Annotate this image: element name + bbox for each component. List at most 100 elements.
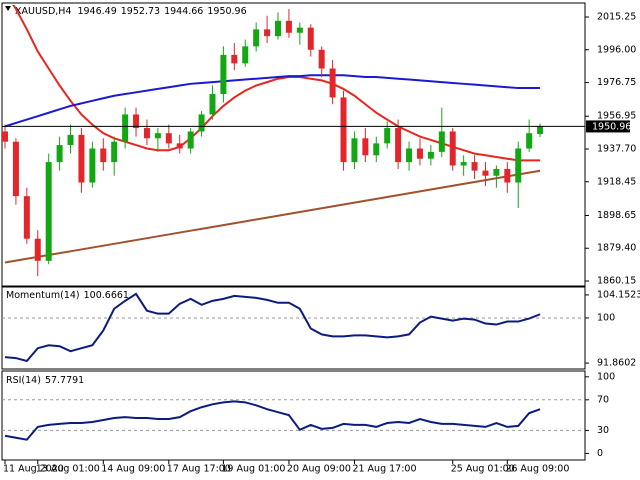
candle-body (67, 134, 74, 146)
indicator-value: 100.6661 (84, 290, 129, 301)
y-tick-label: 2015.25 (597, 12, 636, 23)
candle-body (253, 29, 260, 47)
plot-area (2, 399, 585, 441)
chart-title: XAUUSD,H4 1946.49 1952.73 1944.66 1950.96 (15, 6, 247, 17)
candle-body (340, 97, 347, 163)
x-tick-label: 19 Aug 01:00 (221, 464, 285, 475)
x-tick-label: 13 Aug 01:00 (36, 464, 100, 475)
moving-average (4, 169, 541, 264)
indicator-name: Momentum(14) (6, 290, 80, 301)
candle-body (34, 238, 41, 261)
candle-body (111, 141, 118, 163)
candle-body (56, 145, 63, 163)
candle-body (78, 134, 85, 183)
x-tick-label: 11 Aug 2020 (3, 464, 64, 475)
candle-body (231, 54, 238, 64)
candle-body (198, 114, 205, 132)
candle-body (100, 148, 107, 163)
candle-body (471, 162, 478, 171)
candle-body (23, 196, 30, 239)
last-price-label: 1950.96 (592, 121, 631, 132)
y-tick-label: 104.1523 (597, 289, 640, 300)
candle-body (176, 143, 183, 149)
candle-body (537, 126, 544, 135)
candle-body (460, 162, 467, 166)
y-tick-label: 1937.70 (597, 144, 636, 155)
candle-body (143, 128, 150, 139)
candle-body (307, 27, 314, 50)
candle-body (242, 46, 249, 64)
candle-body (264, 29, 271, 37)
close-value: 1950.96 (207, 6, 246, 17)
y-tick-label: 100 (597, 371, 615, 382)
y-tick-label: 1956.95 (597, 111, 636, 122)
candle-body (318, 49, 325, 69)
candle-body (122, 114, 129, 142)
menu-icon (5, 6, 11, 11)
high-value: 1952.73 (121, 6, 160, 17)
candle-body (133, 114, 140, 129)
y-tick-label: 1976.75 (597, 77, 636, 88)
y-tick-label: 91.8602 (597, 358, 636, 369)
candle-body (395, 128, 402, 163)
candle-body (351, 138, 358, 163)
candle-body (45, 162, 52, 261)
candle-body (373, 143, 380, 156)
moving-average (12, 5, 541, 162)
y-tick-label: 1996.00 (597, 44, 636, 55)
y-tick-label: 30 (597, 425, 609, 436)
candle-body (526, 133, 533, 149)
x-tick-label: 26 Aug 09:00 (505, 464, 569, 475)
indicator-value: 57.7791 (45, 375, 84, 386)
indicator-line (4, 400, 541, 441)
candle-body (384, 128, 391, 144)
y-tick-label: 1860.15 (597, 276, 636, 287)
rsi-title: RSI(14) 57.7791 (6, 375, 84, 386)
y-tick-label: 1879.40 (597, 243, 636, 254)
last-price-box (586, 120, 630, 133)
candle-body (187, 131, 194, 149)
momentum-panel (1, 286, 586, 370)
candle-body (362, 138, 369, 156)
y-tick-label: 70 (597, 394, 609, 405)
open-value: 1946.49 (77, 6, 116, 17)
candle-body (515, 148, 522, 183)
plot-area (2, 292, 585, 363)
candle-body (427, 151, 434, 159)
x-tick-label: 25 Aug 01:00 (451, 464, 515, 475)
candle-body (220, 54, 227, 95)
candle-body (89, 148, 96, 183)
moving-average (4, 74, 541, 128)
low-value: 1944.66 (164, 6, 203, 17)
candle-body (406, 148, 413, 163)
indicator-line (4, 292, 541, 363)
candle-body (493, 168, 500, 176)
candle-body (2, 131, 8, 142)
x-tick-label: 20 Aug 09:00 (287, 464, 351, 475)
candle-body (275, 20, 281, 37)
y-tick-label: 0 (597, 448, 603, 459)
candle-body (449, 131, 456, 166)
candle-body (154, 133, 161, 139)
symbol: XAUUSD,H4 (15, 6, 71, 17)
candle-body (438, 131, 445, 152)
candle-body (504, 168, 511, 183)
momentum-title: Momentum(14) 100.6661 (6, 290, 129, 301)
plot-area (2, 5, 544, 277)
y-tick-label: 100 (597, 312, 615, 323)
y-tick-label: 1918.45 (597, 176, 636, 187)
y-tick-label: 1898.65 (597, 210, 636, 221)
candle-body (12, 141, 19, 197)
x-tick-label: 17 Aug 17:00 (167, 464, 231, 475)
rsi-panel (1, 370, 586, 461)
candle-body (285, 20, 292, 33)
x-tick-label: 14 Aug 09:00 (101, 464, 165, 475)
candle-body (329, 68, 336, 98)
x-tick-label: 21 Aug 17:00 (352, 464, 416, 475)
candle-body (296, 27, 303, 33)
indicator-name: RSI(14) (6, 375, 41, 386)
candle-body (165, 133, 172, 144)
candle-body (482, 170, 489, 176)
